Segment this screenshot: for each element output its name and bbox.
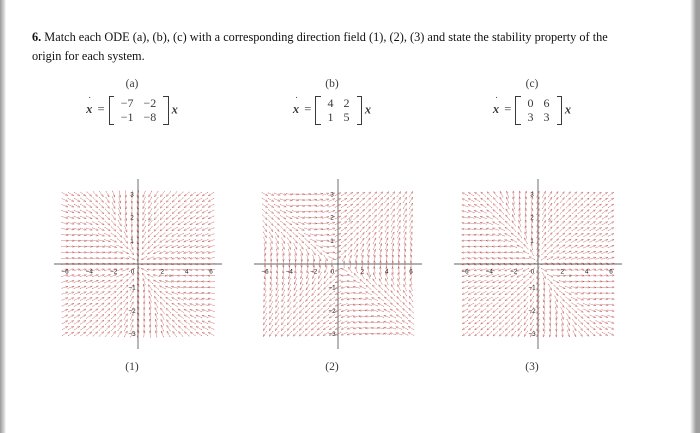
svg-text:y: y: [148, 217, 152, 223]
svg-text:0: 0: [531, 268, 535, 275]
svg-text:2: 2: [130, 214, 134, 221]
svg-text:y: y: [548, 217, 552, 223]
svg-text:−2: −2: [310, 268, 318, 275]
svg-text:−1: −1: [528, 284, 536, 291]
svg-text:−6: −6: [61, 268, 69, 275]
svg-text:−2: −2: [128, 308, 136, 315]
svg-text:−2: −2: [528, 308, 536, 315]
svg-text:y: y: [348, 217, 352, 223]
svg-text:−3: −3: [128, 331, 136, 338]
svg-text:x: x: [368, 273, 372, 279]
svg-text:2: 2: [161, 268, 165, 275]
svg-text:0: 0: [131, 268, 135, 275]
svg-text:−1: −1: [328, 284, 336, 291]
svg-text:3: 3: [330, 191, 334, 198]
svg-text:−3: −3: [528, 331, 536, 338]
svg-text:2: 2: [330, 214, 334, 221]
svg-text:−4: −4: [86, 268, 94, 275]
svg-text:0: 0: [331, 268, 335, 275]
svg-text:1: 1: [330, 238, 334, 245]
